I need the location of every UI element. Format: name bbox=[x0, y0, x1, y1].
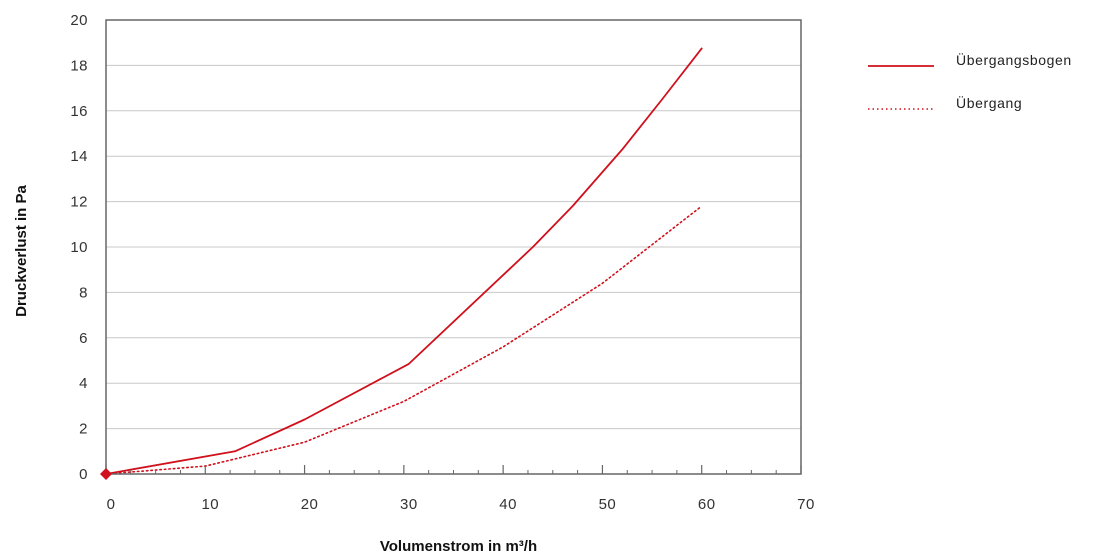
series-line-uebergang bbox=[105, 205, 703, 475]
y-tick-label: 4 bbox=[79, 375, 88, 392]
x-tick-label: 10 bbox=[201, 496, 219, 513]
x-tick-label: 60 bbox=[698, 496, 716, 513]
y-tick-label: 0 bbox=[79, 466, 88, 483]
legend: Übergangsbogen Übergang bbox=[868, 51, 1072, 111]
origin-marker-layer bbox=[100, 468, 112, 480]
legend-label-uebergang: Übergang bbox=[956, 94, 1022, 111]
legend-label-uebergangsbogen: Übergangsbogen bbox=[956, 51, 1072, 68]
y-tick-label: 6 bbox=[79, 330, 88, 347]
x-tick-label: 50 bbox=[599, 496, 617, 513]
x-tick-label: 30 bbox=[400, 496, 418, 513]
x-tick-label: 0 bbox=[107, 496, 116, 513]
y-tick-label: 8 bbox=[79, 284, 88, 301]
y-tick-label: 18 bbox=[70, 57, 88, 74]
grid-lines bbox=[106, 64, 801, 430]
x-axis-title: Volumenstrom in m³/h bbox=[380, 538, 537, 555]
series-line-uebergangsbogen bbox=[105, 47, 703, 475]
x-tick-label: 20 bbox=[301, 496, 319, 513]
x-tick-label: 40 bbox=[499, 496, 517, 513]
axis-ticks bbox=[105, 465, 802, 474]
x-tick-label: 70 bbox=[797, 496, 815, 513]
tick-labels: 0 2 4 6 8 10 12 14 16 18 20 0 10 20 30 40 50 60 70 bbox=[70, 12, 815, 513]
y-tick-label: 10 bbox=[70, 239, 88, 256]
y-tick-label: 20 bbox=[70, 12, 88, 29]
y-axis-title: Druckverlust in Pa bbox=[13, 184, 30, 316]
y-tick-label: 2 bbox=[79, 421, 88, 438]
series-lines bbox=[105, 47, 703, 475]
y-tick-label: 14 bbox=[70, 148, 88, 165]
y-tick-label: 16 bbox=[70, 103, 88, 120]
origin-marker bbox=[100, 468, 112, 480]
y-tick-label: 12 bbox=[70, 194, 88, 211]
